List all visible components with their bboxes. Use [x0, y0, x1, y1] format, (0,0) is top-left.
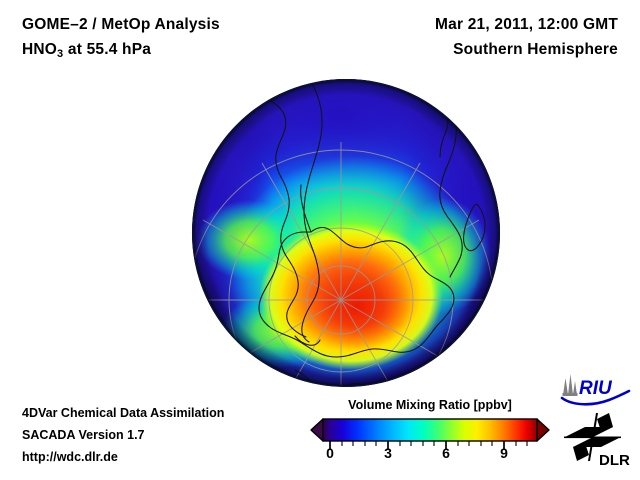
page-title: GOME–2 / MetOp Analysis [22, 16, 220, 33]
orthographic-projection [191, 78, 501, 388]
colorbar-tick-labels: 0 3 6 9 [310, 445, 550, 467]
colorbar-gradient [322, 418, 538, 442]
riu-spires-icon [562, 374, 578, 396]
footer-credits: 4DVar Chemical Data Assimilation SACADA … [22, 402, 224, 468]
header-right: Mar 21, 2011, 12:00 GMT Southern Hemisph… [435, 12, 618, 62]
globe-map [191, 78, 501, 388]
region-label: Southern Hemisphere [453, 41, 618, 58]
riu-wave-icon [560, 389, 631, 406]
dlr-logo-text: DLR [599, 452, 630, 469]
colorbar-major-ticks [329, 441, 505, 449]
colorbar-minor-ticks [341, 441, 528, 446]
riu-logo: RIU [559, 373, 631, 412]
species-prefix: HNO [22, 41, 58, 58]
riu-logo-mark: RIU [560, 374, 631, 406]
footer-line-url[interactable]: http://wdc.dlr.de [22, 450, 118, 464]
colorbar-tick-9: 9 [500, 445, 508, 461]
colorbar-extend-low [310, 418, 324, 442]
colorbar-title: Volume Mixing Ratio [ppbv] [348, 398, 512, 412]
colorbar-extend-high [536, 418, 550, 442]
riu-logo-text: RIU [579, 378, 613, 399]
colorbar-tick-0: 0 [326, 445, 334, 461]
dlr-logo: DLR [563, 411, 631, 474]
species-suffix: at 55.4 hPa [63, 41, 152, 58]
dlr-pinwheel-icon [564, 413, 621, 461]
footer-line-method: 4DVar Chemical Data Assimilation [22, 406, 225, 420]
colorbar-tick-3: 3 [384, 445, 392, 461]
colorbar: Volume Mixing Ratio [ppbv] [310, 398, 550, 474]
species-subscript: 3 [57, 48, 64, 60]
header-left: GOME–2 / MetOp Analysis HNO3 at 55.4 hPa [22, 12, 220, 64]
species-line: HNO3 at 55.4 hPa [22, 37, 220, 64]
map-field [192, 79, 500, 387]
footer-line-version: SACADA Version 1.7 [22, 428, 145, 442]
limb-shading [192, 79, 500, 387]
globe-outline [191, 78, 501, 388]
colorbar-tick-6: 6 [442, 445, 450, 461]
dlr-logo-mark: DLR [564, 413, 630, 469]
datetime-label: Mar 21, 2011, 12:00 GMT [435, 16, 618, 33]
colorbar-scale [310, 418, 550, 449]
